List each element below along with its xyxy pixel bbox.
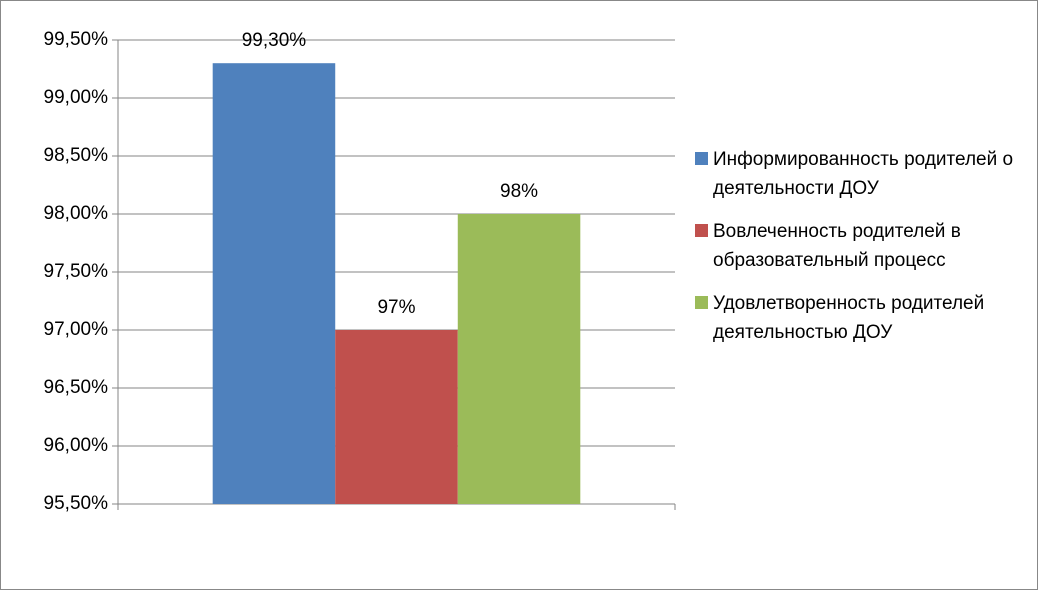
bar (212, 63, 336, 504)
legend: Информированность родителей о деятельнос… (695, 145, 1025, 361)
data-label: 99,30% (242, 30, 307, 51)
legend-entry: Информированность родителей о деятельнос… (695, 145, 1025, 203)
legend-entry: Вовлеченность родителей в образовательны… (695, 217, 1025, 275)
legend-swatch (695, 224, 708, 237)
data-label: 98% (500, 181, 538, 202)
y-tick-label: 98,00% (44, 203, 109, 224)
data-label: 97% (377, 297, 415, 318)
legend-label: Удовлетворенность родителей деятельность… (713, 293, 985, 343)
y-tick-label: 99,50% (44, 29, 109, 50)
y-tick-label: 97,50% (44, 261, 109, 282)
bar (457, 214, 581, 504)
bar (335, 330, 458, 504)
y-tick-label: 96,00% (44, 435, 109, 456)
y-tick-label: 95,50% (44, 493, 109, 514)
y-tick-label: 97,00% (44, 319, 109, 340)
y-tick-label: 99,00% (44, 87, 109, 108)
legend-swatch (695, 152, 708, 165)
legend-entry: Удовлетворенность родителей деятельность… (695, 289, 1025, 347)
y-tick-label: 98,50% (44, 145, 109, 166)
legend-swatch (695, 296, 708, 309)
y-tick-label: 96,50% (44, 377, 109, 398)
legend-label: Информированность родителей о деятельнос… (713, 149, 1014, 199)
legend-label: Вовлеченность родителей в образовательны… (713, 221, 961, 271)
